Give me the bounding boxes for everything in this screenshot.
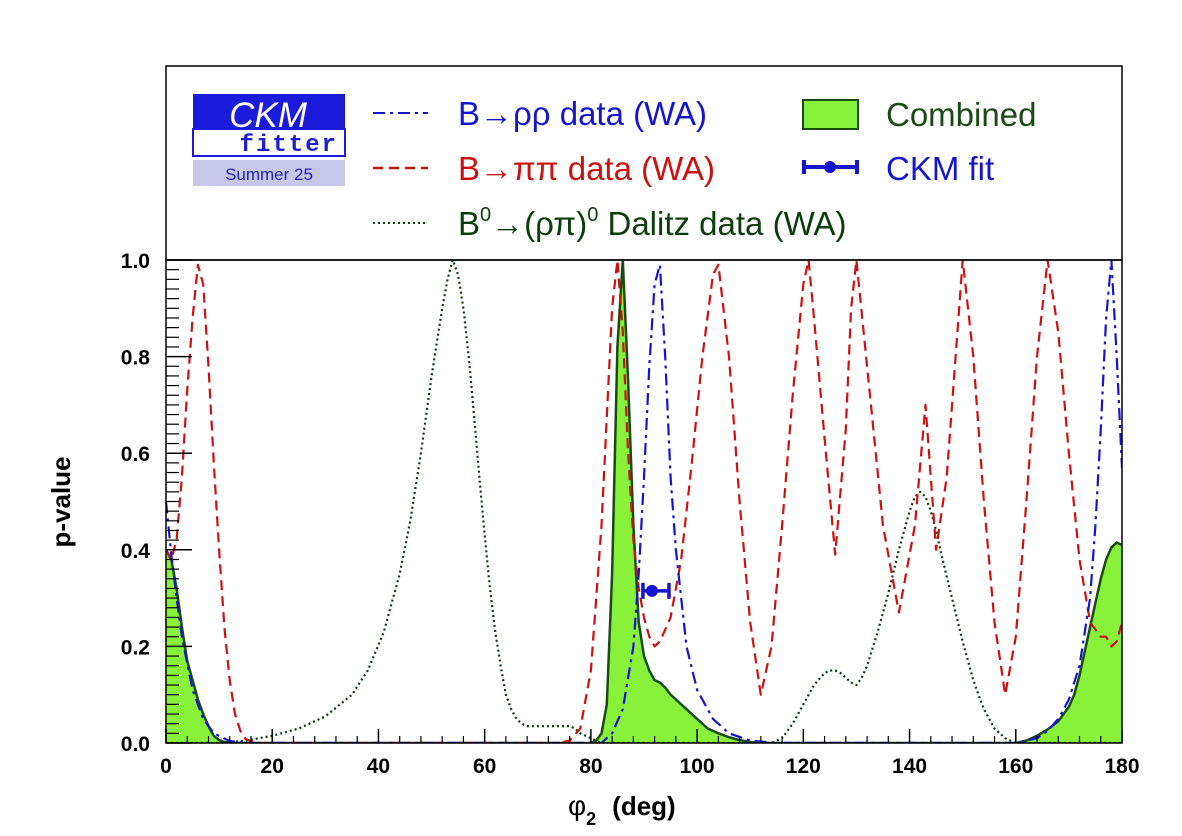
ckmfitter-logo: CKM fitter Summer 25 — [192, 94, 346, 186]
legend-ckm-fit-label: CKM fit — [886, 150, 994, 187]
series-pi-pi-line — [166, 260, 1122, 743]
legend-pi-pi-prefix: B — [458, 150, 480, 187]
x-tick-label: 160 — [998, 755, 1033, 778]
x-axis-label-symbol: φ — [568, 790, 586, 821]
legend: B→ρρ data (WA) B→ππ data (WA) B0→(ρπ)0 D… — [373, 95, 1036, 242]
legend-dalitz-arrow: → — [491, 205, 524, 242]
legend-rho-rho-prefix: B — [458, 95, 480, 132]
legend-item-ckm-fit: CKM fit — [802, 150, 994, 187]
y-tick-label: 1.0 — [121, 250, 150, 273]
legend-dalitz-sup2: 0 — [587, 204, 598, 226]
legend-pi-pi-arrow: → — [480, 150, 513, 187]
legend-rho-rho-arrow: → — [480, 95, 513, 132]
series-rho-rho-line — [166, 260, 1122, 743]
x-axis-label: φ2 (deg) — [568, 790, 676, 829]
series-combined-line — [166, 260, 1122, 743]
x-axis-label-subscript: 2 — [586, 809, 596, 829]
x-axis-label-unit: (deg) — [612, 791, 676, 821]
legend-pi-pi-particles: ππ — [513, 150, 559, 187]
series-layer — [166, 260, 1122, 743]
series-combined-area — [166, 260, 1122, 743]
svg-text:B→ρρ data (WA): B→ρρ data (WA) — [458, 95, 707, 132]
x-tick-label: 100 — [680, 755, 715, 778]
y-axis-label: p-value — [46, 456, 76, 547]
legend-item-combined: Combined — [802, 96, 1036, 133]
legend-dalitz-middle: (ρπ) — [524, 205, 587, 242]
y-tick-label: 0.4 — [121, 540, 151, 563]
logo-sub-text: fitter — [240, 132, 338, 159]
legend-rho-rho-suffix: data (WA) — [551, 95, 707, 132]
legend-dalitz-suffix: Dalitz data (WA) — [598, 205, 846, 242]
legend-dalitz-prefix: B — [458, 205, 480, 242]
legend-rho-rho-particles: ρρ — [513, 95, 551, 132]
svg-text:B→ππ data (WA): B→ππ data (WA) — [458, 150, 715, 187]
y-tick-label: 0.6 — [121, 443, 150, 466]
legend-item-dalitz: B0→(ρπ)0 Dalitz data (WA) — [373, 204, 847, 242]
legend-dalitz-sup: 0 — [480, 204, 491, 226]
x-tick-label: 140 — [892, 755, 927, 778]
x-tick-label: 40 — [367, 755, 390, 778]
x-tick-label: 180 — [1104, 755, 1139, 778]
y-tick-label: 0.0 — [121, 733, 150, 756]
x-tick-label: 20 — [261, 755, 284, 778]
x-tick-label: 80 — [579, 755, 602, 778]
legend-pi-pi-suffix: data (WA) — [559, 150, 715, 187]
y-tick-label: 0.2 — [121, 636, 150, 659]
legend-combined-label: Combined — [886, 96, 1036, 133]
legend-item-pi-pi: B→ππ data (WA) — [373, 150, 715, 187]
fit-layer — [641, 582, 671, 599]
x-tick-label: 0 — [160, 755, 172, 778]
axes-layer: 0 20 40 60 80 100 120 140 160 180 0.0 0.2 0.4 0.6 0.8 1… — [121, 250, 1140, 778]
ckm-fit-point — [645, 584, 658, 597]
x-tick-label: 120 — [786, 755, 821, 778]
legend-item-rho-rho: B→ρρ data (WA) — [373, 95, 707, 132]
y-tick-label: 0.8 — [121, 347, 151, 370]
svg-text:B0→(ρπ)0 Dalitz data (WA): B0→(ρπ)0 Dalitz data (WA) — [458, 204, 847, 242]
x-tick-label: 60 — [473, 755, 496, 778]
logo-edition-text: Summer 25 — [225, 165, 313, 184]
